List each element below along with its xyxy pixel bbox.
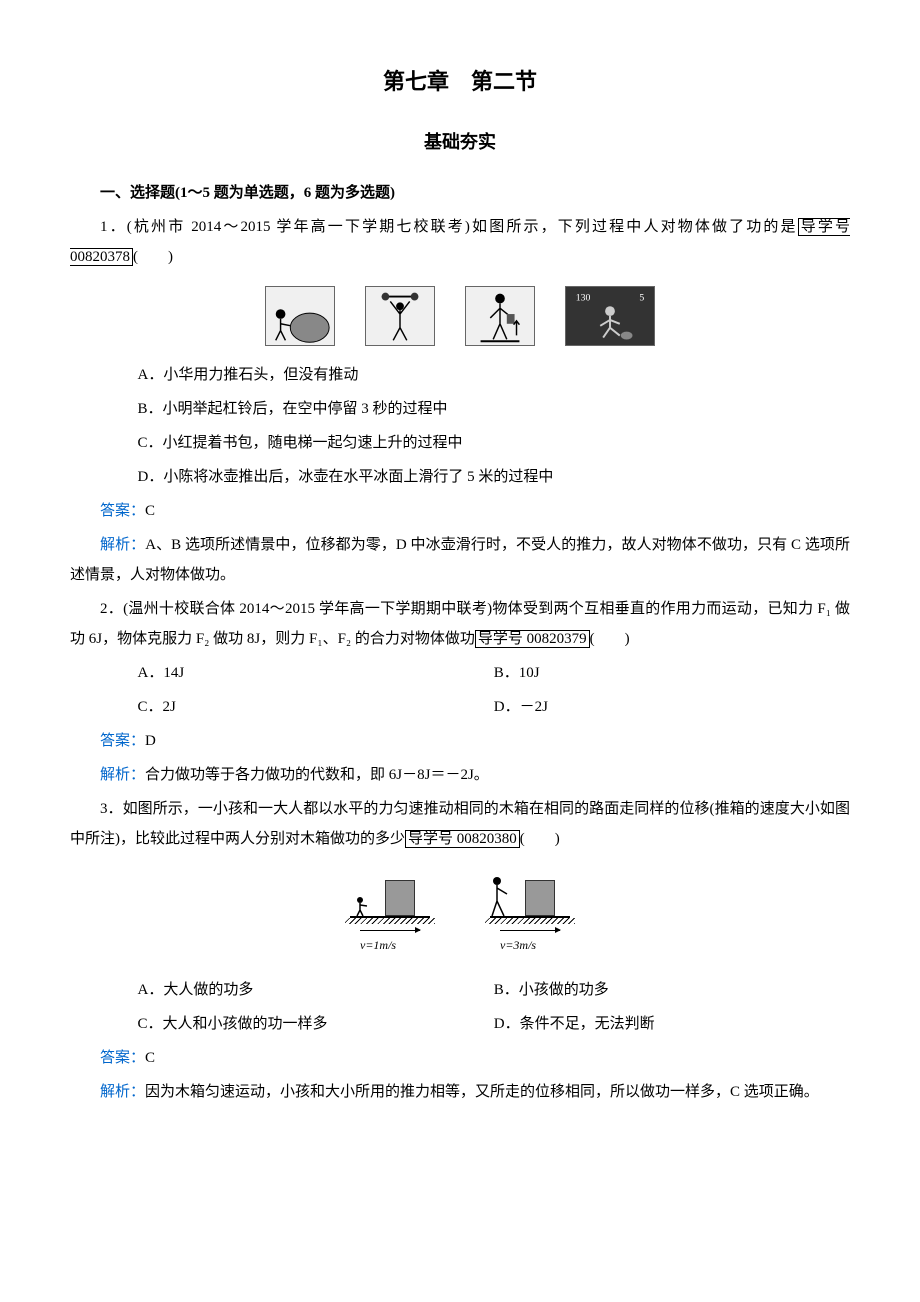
q2-analysis-label: 解析： [100,767,145,783]
q3-dxh: 导学号 00820380 [405,830,520,848]
q1-stem: 1．(杭州市 2014～2015 学年高一下学期七校联考)如图所示，下列过程中人… [70,212,850,272]
q3-options-row1: A．大人做的功多 B．小孩做的功多 [70,975,850,1005]
q3-diagrams: v=1m/s v=3m/s [70,868,850,957]
q1-analysis-text: A、B 选项所述情景中，位移都为零，D 中冰壶滑行时，不受人的推力，故人对物体不… [70,537,850,583]
q3-stem: 3．如图所示，一小孩和一大人都以水平的力匀速推动相同的木箱在相同的路面走同样的位… [70,794,850,854]
q2-options-row1: A．14J B．10J [70,658,850,688]
q3-answer: 答案：C [70,1043,850,1073]
q3-paren: ( ) [520,831,560,847]
q3-diagram-left: v=1m/s [350,868,430,957]
q3-analysis-text: 因为木箱匀速运动，小孩和大小所用的推力相等，又所走的位移相同，所以做功一样多，C… [145,1084,819,1100]
q1-answer-value: C [145,503,155,519]
q2-answer-label: 答案： [100,733,145,749]
q2-stem-text: 2．(温州十校联合体 2014～2015 学年高一下学期期中联考)物体受到两个互… [70,601,850,647]
q1-option-a: A．小华用力推石头，但没有推动 [70,360,850,390]
q3-options-row2: C．大人和小孩做的功一样多 D．条件不足，无法判断 [70,1009,850,1039]
q3-option-d: D．条件不足，无法判断 [494,1009,850,1039]
svg-text:130: 130 [576,292,591,303]
q2-analysis: 解析：合力做功等于各力做功的代数和，即 6J－8J＝－2J。 [70,760,850,790]
chapter-title: 第七章 第二节 [70,60,850,104]
svg-text:5: 5 [639,292,644,303]
q3-option-a: A．大人做的功多 [138,975,494,1005]
q3-analysis: 解析：因为木箱匀速运动，小孩和大小所用的推力相等，又所走的位移相同，所以做功一样… [70,1077,850,1107]
q3-option-c: C．大人和小孩做的功一样多 [138,1009,494,1039]
q2-option-d: D．－2J [494,692,850,722]
q1-answer-label: 答案： [100,503,145,519]
q1-option-c: C．小红提着书包，随电梯一起匀速上升的过程中 [70,428,850,458]
section-subtitle: 基础夯实 [70,124,850,160]
q3-left-speed: v=1m/s [360,938,396,952]
q3-analysis-label: 解析： [100,1084,145,1100]
q3-option-b: B．小孩做的功多 [494,975,850,1005]
q1-image-d: 130 5 [565,286,655,346]
q2-answer: 答案：D [70,726,850,756]
q1-image-a [265,286,335,346]
q1-images: 130 5 [70,286,850,346]
q3-answer-value: C [145,1050,155,1066]
q3-diagram-right: v=3m/s [490,868,570,957]
q2-paren: ( ) [590,631,630,647]
q2-stem: 2．(温州十校联合体 2014～2015 学年高一下学期期中联考)物体受到两个互… [70,594,850,654]
q3-right-speed: v=3m/s [500,938,536,952]
q1-image-b [365,286,435,346]
q2-option-a: A．14J [138,658,494,688]
q2-option-c: C．2J [138,692,494,722]
q3-answer-label: 答案： [100,1050,145,1066]
q1-paren: ( ) [133,249,173,265]
q2-analysis-text: 合力做功等于各力做功的代数和，即 6J－8J＝－2J。 [145,767,489,783]
q2-option-b: B．10J [494,658,850,688]
section-header: 一、选择题(1～5 题为单选题，6 题为多选题) [70,178,850,208]
q1-option-d: D．小陈将冰壶推出后，冰壶在水平冰面上滑行了 5 米的过程中 [70,462,850,492]
q1-analysis: 解析：A、B 选项所述情景中，位移都为零，D 中冰壶滑行时，不受人的推力，故人对… [70,530,850,590]
q1-answer: 答案：C [70,496,850,526]
q1-option-b: B．小明举起杠铃后，在空中停留 3 秒的过程中 [70,394,850,424]
q2-answer-value: D [145,733,156,749]
q1-image-c [465,286,535,346]
q1-stem-text: 1．(杭州市 2014～2015 学年高一下学期七校联考)如图所示，下列过程中人… [100,219,798,235]
q1-analysis-label: 解析： [100,537,145,553]
q2-dxh: 导学号 00820379 [475,630,590,648]
q2-options-row2: C．2J D．－2J [70,692,850,722]
